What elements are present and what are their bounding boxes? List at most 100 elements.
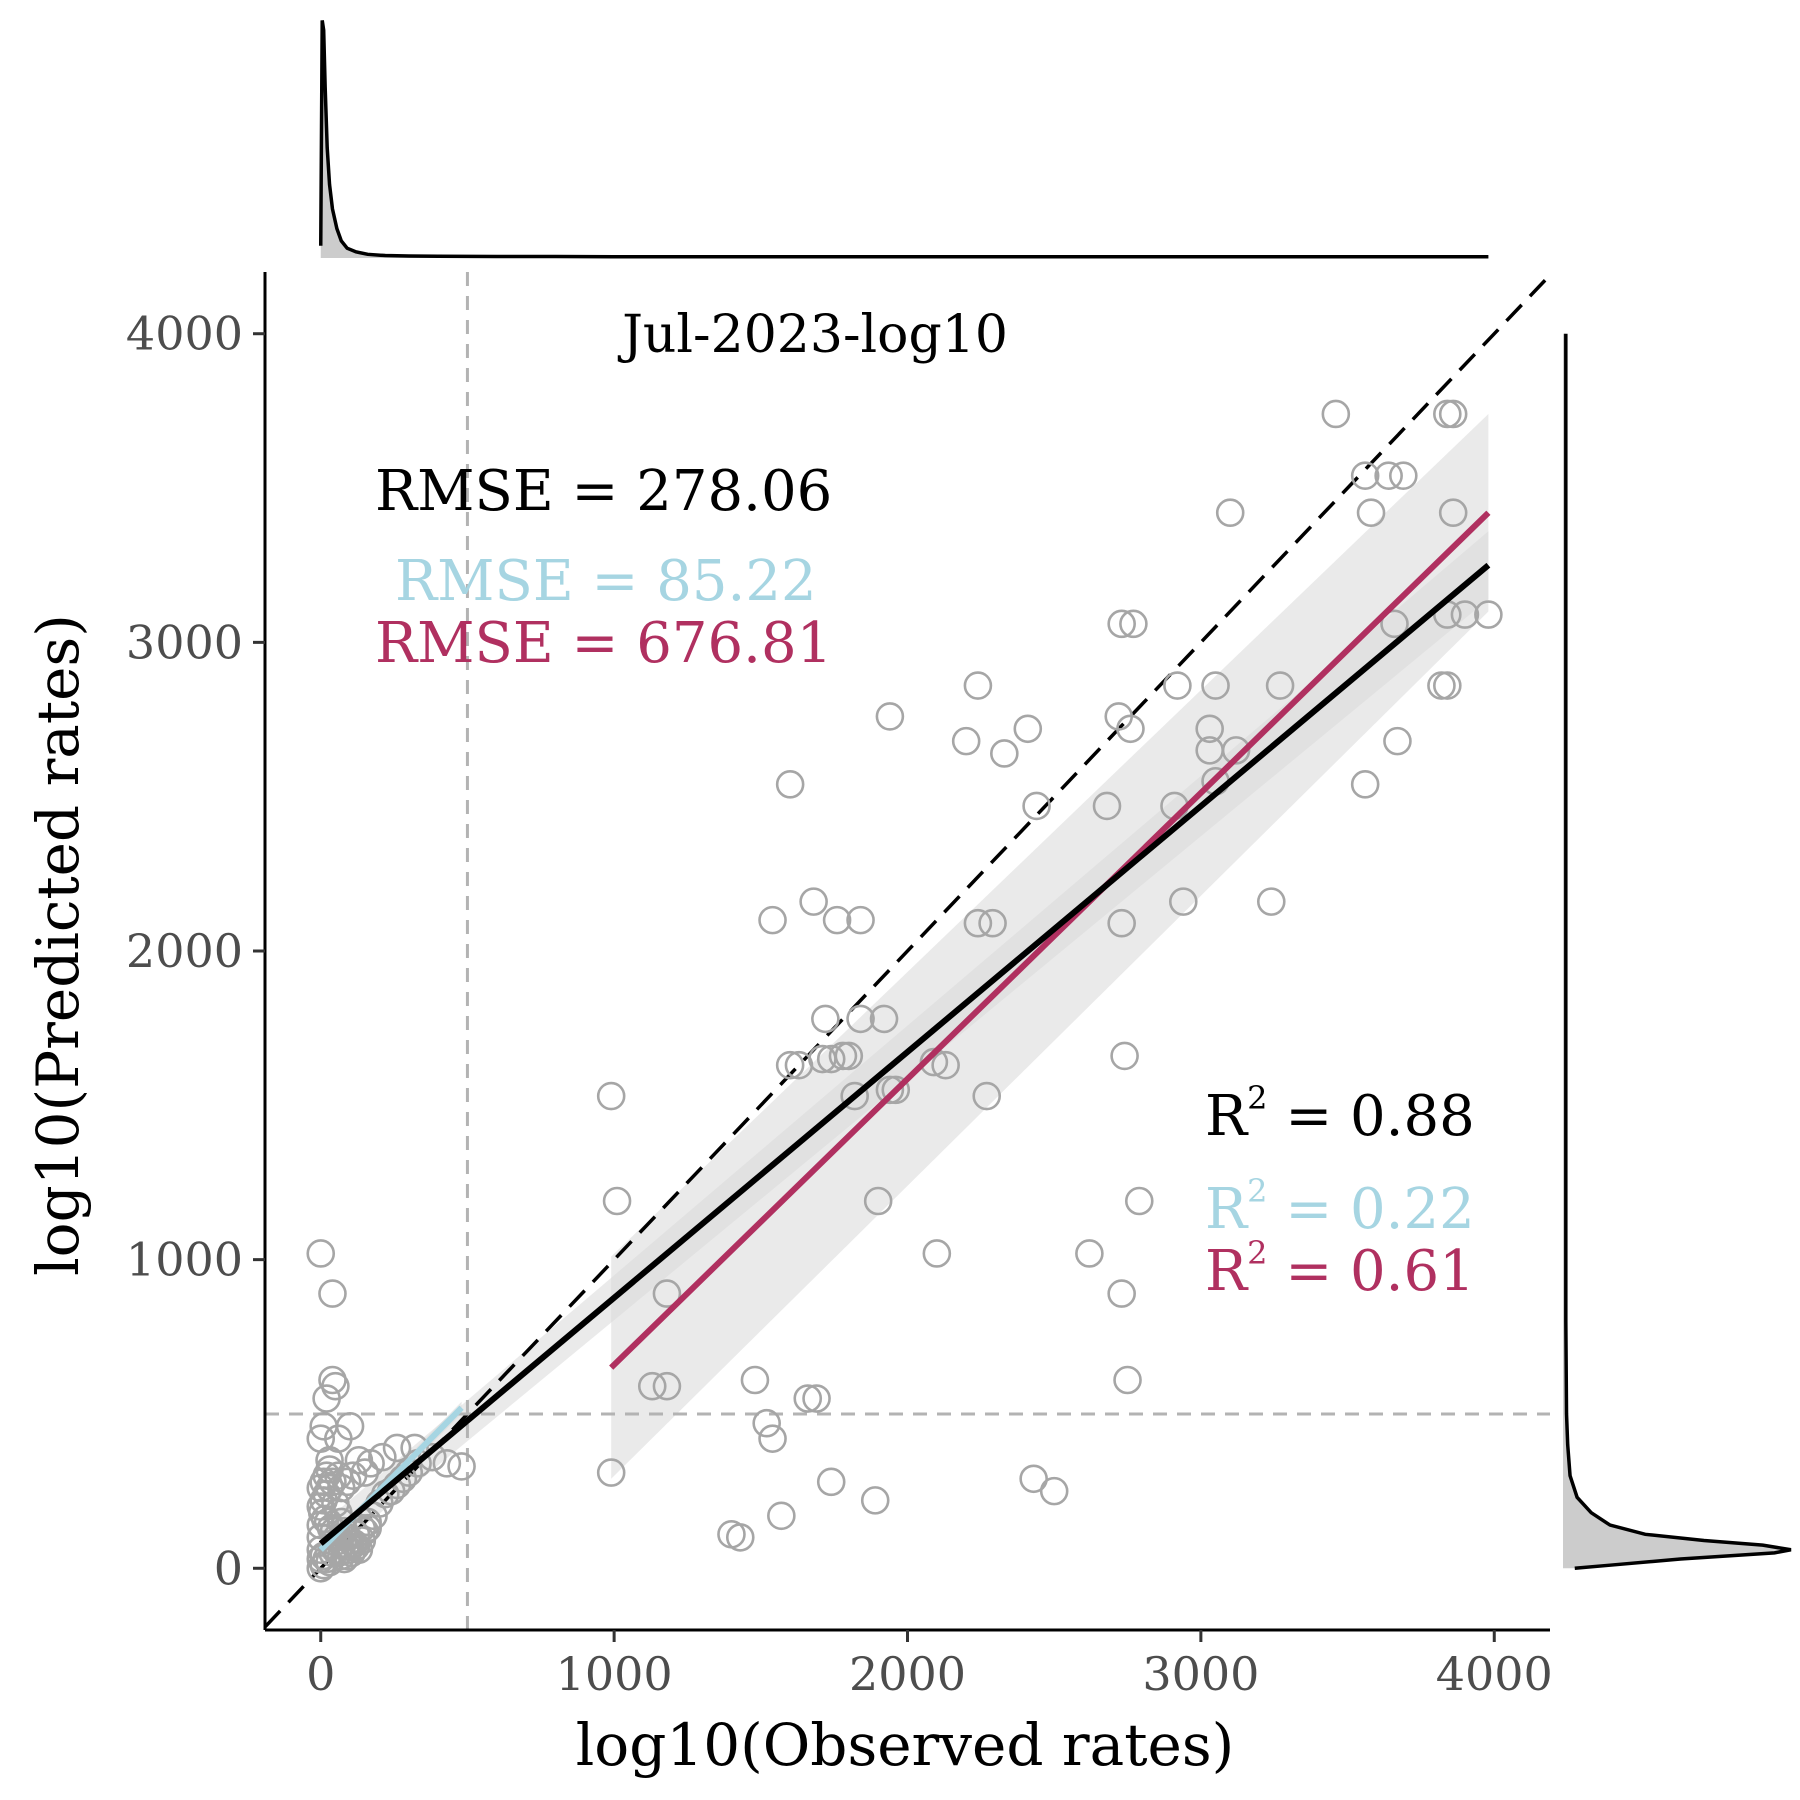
x-tick-label: 3000 xyxy=(1142,1647,1259,1701)
data-point xyxy=(1380,609,1409,639)
r2-high: R2 = 0.61 xyxy=(1205,1234,1475,1304)
data-point xyxy=(1265,671,1295,700)
data-point xyxy=(1321,399,1351,429)
r2-high-value: = 0.61 xyxy=(1268,1239,1475,1304)
data-point xyxy=(1350,770,1380,799)
data-point xyxy=(860,1486,890,1515)
data-point xyxy=(1019,1464,1048,1494)
data-point xyxy=(1438,399,1468,429)
r2-low-exp: 2 xyxy=(1247,1172,1267,1210)
right-density-fill xyxy=(1563,333,1791,1569)
top-density-line xyxy=(318,20,1489,259)
fit-lines xyxy=(318,510,1491,1552)
r2-overall: R2 = 0.88 xyxy=(1205,1079,1475,1149)
data-point xyxy=(432,1449,462,1478)
data-point xyxy=(881,1075,911,1105)
x-tick-label: 0 xyxy=(306,1647,335,1701)
data-point xyxy=(318,1279,347,1308)
data-point xyxy=(1107,908,1136,938)
data-point xyxy=(350,1516,380,1546)
fit-line-overall xyxy=(318,562,1491,1546)
data-point xyxy=(1389,461,1418,491)
data-point xyxy=(816,1044,846,1074)
data-point xyxy=(315,1445,344,1475)
x-tick-label: 4000 xyxy=(1436,1647,1553,1701)
data-point xyxy=(767,1501,796,1531)
marginal-densities xyxy=(318,20,1792,1571)
data-point xyxy=(752,1408,781,1438)
rmse-overall: RMSE = 278.06 xyxy=(375,459,832,524)
data-point xyxy=(306,1473,336,1503)
data-point xyxy=(1201,671,1230,700)
y-tick-label: 1000 xyxy=(126,1233,243,1287)
data-point xyxy=(793,1384,823,1413)
y-tick-label: 2000 xyxy=(126,924,243,978)
data-point xyxy=(802,1384,831,1413)
data-point xyxy=(1427,671,1456,700)
data-point xyxy=(596,1081,626,1111)
data-point xyxy=(1075,1239,1104,1268)
rmse-high: RMSE = 676.81 xyxy=(375,611,832,676)
data-point xyxy=(811,1004,840,1034)
data-point xyxy=(922,1239,952,1268)
data-point xyxy=(834,1041,864,1071)
data-point xyxy=(740,1365,770,1395)
data-point xyxy=(840,1081,869,1111)
data-point xyxy=(1356,498,1386,528)
data-point xyxy=(1383,726,1412,756)
x-tick-label: 1000 xyxy=(556,1647,673,1701)
data-point xyxy=(596,1458,626,1487)
data-point xyxy=(963,671,993,700)
data-point xyxy=(725,1523,755,1552)
data-point xyxy=(990,739,1019,768)
data-point xyxy=(1092,791,1122,821)
data-point xyxy=(1168,887,1198,916)
data-point xyxy=(1013,714,1043,744)
data-point xyxy=(637,1371,667,1401)
data-point xyxy=(775,770,805,799)
data-point xyxy=(1438,498,1468,528)
data-point xyxy=(775,1050,805,1080)
data-point xyxy=(1022,791,1051,821)
data-point xyxy=(1113,1365,1142,1395)
data-point xyxy=(1450,600,1480,629)
data-point xyxy=(978,908,1007,938)
r2-low-label: R xyxy=(1205,1177,1249,1242)
data-point xyxy=(1039,1476,1069,1506)
data-point xyxy=(309,1412,338,1441)
r2-high-exp: 2 xyxy=(1247,1234,1267,1272)
r2-overall-value: = 0.88 xyxy=(1268,1084,1475,1149)
data-point xyxy=(816,1467,846,1497)
data-point xyxy=(312,1384,341,1413)
data-point xyxy=(1215,498,1245,528)
data-point xyxy=(799,887,828,916)
data-point xyxy=(1195,714,1224,744)
r2-low-value: = 0.22 xyxy=(1268,1177,1475,1242)
x-axis-title: log10(Observed rates) xyxy=(576,1711,1235,1779)
confidence-band-overall xyxy=(320,531,1489,1563)
data-point xyxy=(963,908,993,938)
y-tick-label: 0 xyxy=(214,1541,243,1595)
data-point xyxy=(602,1186,632,1216)
data-point xyxy=(846,905,875,935)
r2-overall-exp: 2 xyxy=(1247,1079,1267,1117)
r2-low: R2 = 0.22 xyxy=(1205,1172,1475,1242)
data-point xyxy=(758,905,787,935)
data-point xyxy=(1116,714,1145,744)
data-point xyxy=(1256,887,1286,916)
data-point xyxy=(1433,671,1462,700)
data-point xyxy=(1433,399,1462,429)
data-point xyxy=(382,1433,412,1463)
x-tick-label: 2000 xyxy=(849,1647,966,1701)
data-point xyxy=(1119,609,1148,639)
fit-line-high xyxy=(609,510,1491,1370)
data-point xyxy=(1110,1041,1139,1071)
data-point xyxy=(353,1513,382,1543)
data-point xyxy=(846,1004,875,1034)
data-point xyxy=(1124,1186,1154,1216)
y-tick-label: 4000 xyxy=(126,307,243,361)
data-point xyxy=(344,1445,374,1475)
data-point xyxy=(1221,736,1251,765)
rmse-low: RMSE = 85.22 xyxy=(395,549,817,614)
